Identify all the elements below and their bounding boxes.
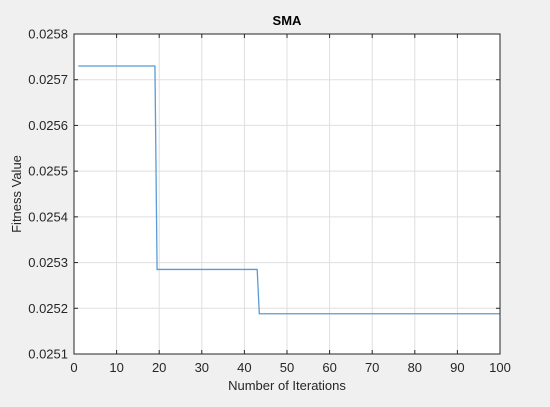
y-tick-label: 0.0254 xyxy=(28,209,68,224)
y-tick-label: 0.0252 xyxy=(28,301,68,316)
y-tick-label: 0.0257 xyxy=(28,72,68,87)
x-tick-label: 30 xyxy=(195,360,209,375)
x-tick-label: 10 xyxy=(109,360,123,375)
x-tick-label: 40 xyxy=(237,360,251,375)
x-tick-label: 100 xyxy=(489,360,511,375)
x-tick-label: 90 xyxy=(450,360,464,375)
x-tick-label: 20 xyxy=(152,360,166,375)
x-tick-label: 60 xyxy=(322,360,336,375)
tick-marks xyxy=(73,33,501,355)
y-tick-label: 0.0251 xyxy=(28,347,68,362)
y-tick-label: 0.0258 xyxy=(28,27,68,42)
series-line xyxy=(78,65,500,315)
chart-title: SMA xyxy=(273,13,303,28)
x-tick-label: 70 xyxy=(365,360,379,375)
y-tick-label: 0.0253 xyxy=(28,255,68,270)
x-tick-label: 50 xyxy=(280,360,294,375)
x-tick-labels: 0 10 20 30 40 50 60 70 80 90 100 xyxy=(70,360,510,375)
y-tick-labels: 0.0251 0.0252 0.0253 0.0254 0.0255 0.0256 0.02… xyxy=(28,27,68,362)
x-tick-label: 0 xyxy=(70,360,77,375)
y-tick-label: 0.0256 xyxy=(28,118,68,133)
series-layer xyxy=(78,65,500,315)
y-tick-label: 0.0255 xyxy=(28,164,68,179)
x-tick-label: 80 xyxy=(408,360,422,375)
y-axis-label: Fitness Value xyxy=(9,155,24,233)
x-axis-label: Number of Iterations xyxy=(228,378,346,393)
